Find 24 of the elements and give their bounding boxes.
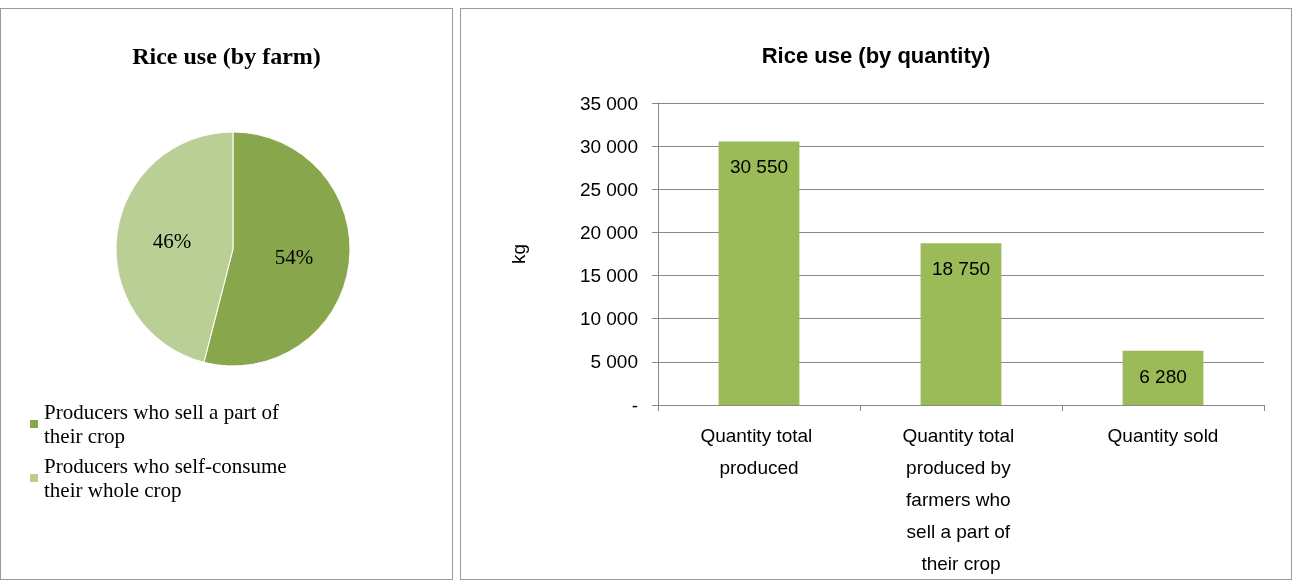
chart-title: Rice use (by farm) (132, 43, 321, 69)
y-tick-label: 20 000 (579, 221, 638, 243)
y-tick-label: 10 000 (579, 308, 638, 330)
bar (920, 243, 1002, 405)
data-label: 46% (152, 229, 192, 254)
x-tick-label: Quantity total produced (700, 424, 818, 478)
x-tick-label: Quantity sold (1107, 424, 1219, 446)
y-tick-label: 30 000 (579, 135, 638, 157)
y-tick-label: 35 000 (579, 92, 638, 114)
y-tick-label: 5 000 (590, 351, 638, 373)
data-label: 54% (274, 244, 314, 269)
bar (1122, 350, 1204, 405)
data-label: 30 550 (729, 156, 789, 178)
legend-label: Producers who self-consume their whole crop (44, 454, 292, 502)
chart-title: Rice use (by quantity) (761, 42, 991, 68)
y-tick-label: - (631, 394, 638, 416)
y-tick-label: 25 000 (579, 178, 638, 200)
x-tick-label: Quantity total produced by farmers who sell a part of their crop (902, 424, 1020, 574)
data-label: 18 750 (931, 258, 991, 280)
legend-label: Producers who sell a part of their crop (44, 400, 285, 448)
data-label: 6 280 (1139, 365, 1187, 387)
y-axis-title: kg (508, 243, 529, 265)
bar (718, 141, 800, 405)
y-tick-label: 15 000 (579, 265, 638, 287)
